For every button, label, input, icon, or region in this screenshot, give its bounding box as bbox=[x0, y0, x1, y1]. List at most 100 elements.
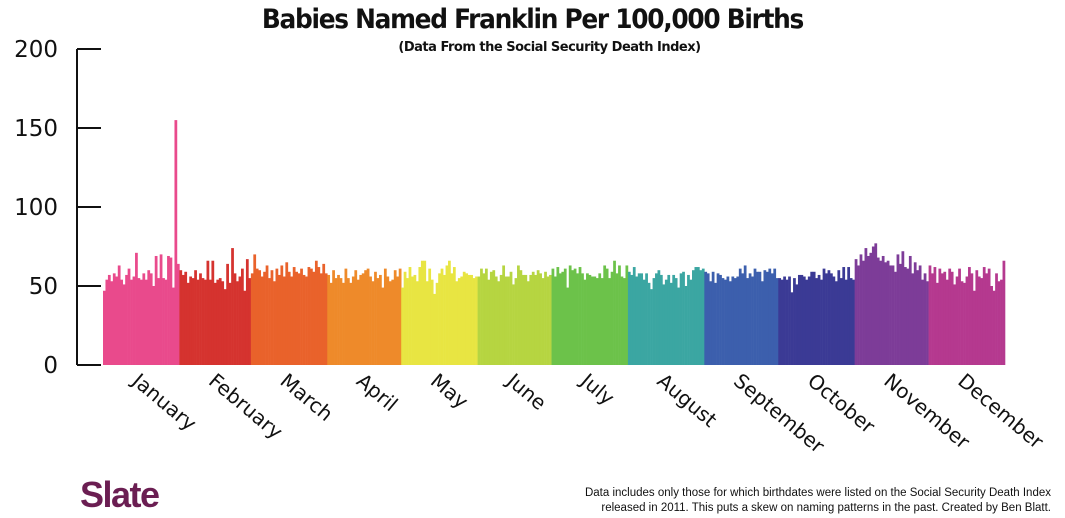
bar-december-22 bbox=[980, 278, 984, 365]
bar-december-30 bbox=[1000, 279, 1003, 365]
bar-february-19 bbox=[223, 289, 227, 365]
bar-september-9 bbox=[724, 279, 727, 365]
bar-may-21 bbox=[450, 273, 454, 365]
bar-january-23 bbox=[157, 278, 160, 365]
bar-july-4 bbox=[558, 273, 562, 365]
bar-august-2 bbox=[630, 274, 634, 365]
bar-november-30 bbox=[926, 281, 929, 365]
bar-july-26 bbox=[613, 260, 616, 365]
bar-april-16 bbox=[364, 270, 367, 365]
bar-september-12 bbox=[731, 276, 735, 365]
bar-april-18 bbox=[369, 276, 372, 365]
bar-april-26 bbox=[388, 281, 392, 365]
bar-july-11 bbox=[576, 273, 579, 365]
bar-january-21 bbox=[152, 286, 156, 365]
bar-february-22 bbox=[231, 248, 234, 365]
bar-march-11 bbox=[275, 268, 279, 365]
bar-november-28 bbox=[921, 279, 924, 365]
bar-may-23 bbox=[455, 281, 459, 365]
y-tick-label: 150 bbox=[14, 116, 58, 142]
bar-october-5 bbox=[788, 276, 791, 365]
bar-august-23 bbox=[682, 271, 685, 365]
bar-june-5 bbox=[487, 279, 491, 365]
bar-july-25 bbox=[610, 271, 614, 365]
bar-december-12 bbox=[955, 276, 959, 365]
bar-february-29 bbox=[248, 278, 252, 365]
bar-june-16 bbox=[514, 278, 518, 365]
bar-december-5 bbox=[938, 268, 942, 365]
bar-january-18 bbox=[144, 279, 148, 365]
bar-june-3 bbox=[482, 273, 486, 365]
bar-january-24 bbox=[159, 254, 163, 365]
bar-october-25 bbox=[837, 270, 841, 365]
bar-october-16 bbox=[815, 278, 818, 365]
bar-september-16 bbox=[741, 273, 745, 365]
bar-july-10 bbox=[573, 268, 577, 365]
bar-april-17 bbox=[366, 268, 370, 365]
bar-january-1 bbox=[103, 290, 106, 365]
bar-october-1 bbox=[778, 278, 782, 365]
bar-november-19 bbox=[899, 263, 902, 365]
bar-march-6 bbox=[263, 271, 266, 365]
bar-october-4 bbox=[785, 279, 789, 365]
bar-october-19 bbox=[822, 268, 826, 365]
bar-july-6 bbox=[563, 268, 567, 365]
bar-november-22 bbox=[906, 268, 910, 365]
bar-march-17 bbox=[290, 276, 294, 365]
bar-may-15 bbox=[435, 282, 439, 365]
bar-may-13 bbox=[430, 279, 434, 365]
bar-august-8 bbox=[645, 273, 648, 365]
bar-september-15 bbox=[738, 268, 742, 365]
bar-january-6 bbox=[115, 276, 119, 365]
chart-subtitle: (Data From the Social Security Death Ind… bbox=[398, 40, 701, 55]
bar-october-29 bbox=[847, 267, 851, 365]
bar-may-31 bbox=[475, 276, 478, 365]
bar-august-22 bbox=[679, 273, 683, 365]
footnote-line-1: Data includes only those for which birth… bbox=[584, 487, 1051, 499]
bar-march-16 bbox=[287, 271, 291, 365]
bar-january-30 bbox=[174, 120, 178, 365]
bar-december-29 bbox=[997, 281, 1001, 365]
bar-september-5 bbox=[714, 282, 717, 365]
bar-january-13 bbox=[132, 276, 136, 365]
bar-october-11 bbox=[802, 276, 806, 365]
bar-october-22 bbox=[830, 273, 833, 365]
bar-december-16 bbox=[965, 276, 969, 365]
bar-august-30 bbox=[699, 270, 703, 365]
month-label-june: June bbox=[501, 367, 551, 415]
bar-february-26 bbox=[241, 268, 244, 365]
bar-june-17 bbox=[517, 265, 520, 365]
bar-march-18 bbox=[292, 267, 296, 365]
bar-november-1 bbox=[854, 259, 858, 365]
bar-july-23 bbox=[605, 268, 609, 365]
bar-november-20 bbox=[901, 251, 905, 365]
bar-june-26 bbox=[539, 273, 542, 365]
bar-february-20 bbox=[226, 263, 229, 365]
bar-july-2 bbox=[554, 276, 557, 365]
bar-january-16 bbox=[139, 279, 143, 365]
bar-july-20 bbox=[598, 273, 602, 365]
bar-december-31 bbox=[1002, 260, 1006, 365]
bar-may-9 bbox=[420, 260, 424, 365]
bar-march-14 bbox=[282, 276, 286, 365]
bar-may-3 bbox=[406, 278, 409, 365]
bar-october-6 bbox=[790, 292, 794, 365]
bar-september-23 bbox=[758, 271, 762, 365]
bar-april-9 bbox=[346, 278, 350, 365]
bar-october-15 bbox=[812, 271, 816, 365]
bar-june-4 bbox=[484, 268, 488, 365]
bar-march-22 bbox=[302, 274, 306, 365]
bar-february-18 bbox=[221, 281, 225, 365]
bar-june-27 bbox=[541, 278, 545, 365]
bar-september-13 bbox=[733, 278, 737, 365]
bar-august-28 bbox=[694, 267, 698, 365]
bar-december-21 bbox=[977, 276, 981, 365]
bar-august-13 bbox=[657, 270, 661, 365]
bar-august-10 bbox=[650, 289, 653, 365]
bar-february-24 bbox=[236, 281, 239, 365]
bar-june-8 bbox=[494, 276, 498, 365]
bar-february-13 bbox=[208, 279, 212, 365]
bar-june-7 bbox=[492, 270, 496, 365]
